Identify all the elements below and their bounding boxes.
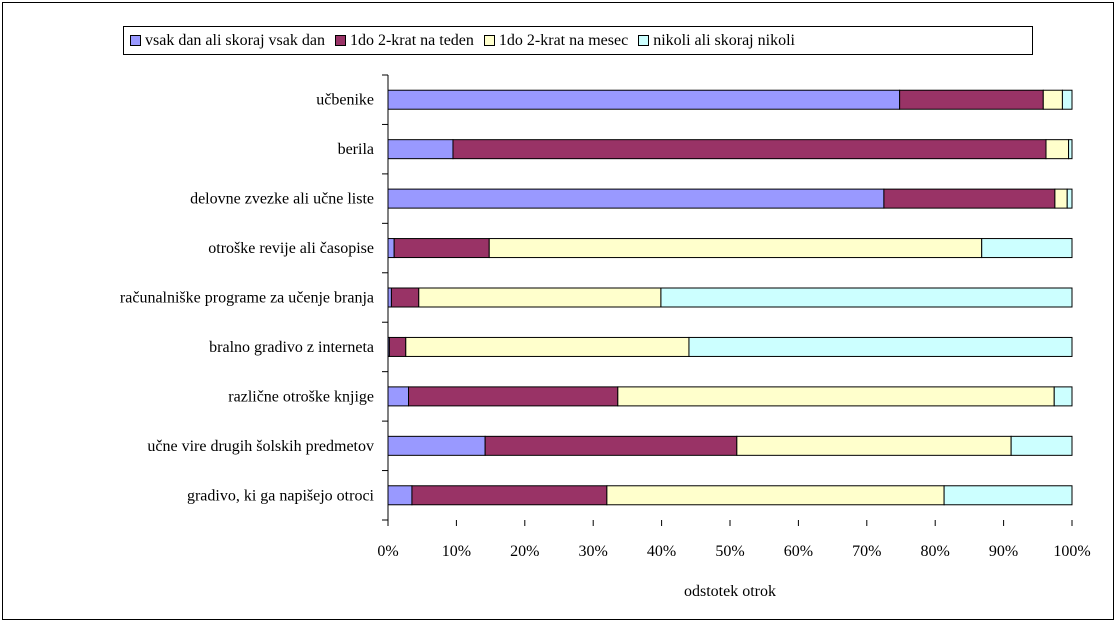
category-label: berila	[338, 141, 374, 158]
x-tick-label: 30%	[579, 543, 608, 560]
bar-segment	[408, 386, 619, 407]
bar-segment	[388, 336, 407, 357]
category-label: bralno gradivo z interneta	[209, 339, 374, 356]
bar-segment	[387, 188, 885, 209]
bar-segment	[411, 485, 608, 506]
legend-label: 1do 2-krat na teden	[349, 31, 474, 49]
bar-segment	[736, 435, 1012, 456]
legend-item: nikoli ali skoraj nikoli	[638, 32, 795, 50]
legend-item: 1do 2-krat na teden	[334, 31, 474, 50]
bar-segment	[390, 287, 420, 308]
bar-segment	[1010, 435, 1073, 456]
bar-segment	[387, 139, 454, 160]
bar-segment	[1066, 188, 1073, 209]
bar-segment	[688, 336, 1073, 357]
x-tick-label: 100%	[1053, 543, 1090, 560]
category-label: otroške revije ali časopise	[208, 240, 374, 257]
bar-segment	[387, 287, 392, 308]
bar-segment	[452, 139, 1047, 160]
category-label: delovne zvezke ali učne liste	[190, 191, 374, 208]
bar-segment	[393, 238, 490, 259]
bar-segment	[405, 336, 690, 357]
category-label: različne otroške knjige	[228, 388, 374, 405]
x-tick-label: 90%	[989, 543, 1018, 560]
legend-swatch	[638, 35, 650, 46]
x-tick-label: 40%	[647, 543, 676, 560]
legend-label: nikoli ali skoraj nikoli	[653, 31, 795, 49]
bar-segment	[660, 287, 1073, 308]
bar-segment	[1042, 89, 1063, 110]
bar-segment	[1054, 188, 1068, 209]
bar-segment	[387, 238, 395, 259]
bar-segment	[617, 386, 1055, 407]
bar-segment	[387, 89, 901, 110]
bar-segment	[899, 89, 1044, 110]
category-label: gradivo, ki ga napišejo otroci	[187, 487, 375, 504]
bar-segment	[943, 485, 1073, 506]
chart-legend: vsak dan ali skoraj vsak dan 1do 2-krat …	[123, 26, 1033, 55]
bar-segment	[1061, 89, 1073, 110]
bar-segment	[387, 435, 486, 456]
x-tick-label: 80%	[921, 543, 950, 560]
x-tick-label: 70%	[852, 543, 881, 560]
legend-item: 1do 2-krat na mesec	[483, 31, 629, 50]
category-label: učne vire drugih šolskih predmetov	[147, 438, 374, 455]
bar-segment	[488, 238, 983, 259]
x-tick-label: 50%	[715, 543, 744, 560]
axes-layer	[382, 74, 1073, 526]
bar-segment	[883, 188, 1056, 209]
bar-segment	[606, 485, 945, 506]
bar-segment	[1045, 139, 1070, 160]
bar-segment	[981, 238, 1073, 259]
bar-segment	[387, 386, 410, 407]
legend-swatch	[130, 35, 141, 46]
x-tick-label: 20%	[510, 543, 539, 560]
x-tick-label: 0%	[377, 543, 398, 560]
x-tick-label: 60%	[784, 543, 813, 560]
legend-swatch	[483, 35, 495, 46]
x-tick-label: 10%	[442, 543, 471, 560]
bar-segment	[1053, 386, 1073, 407]
bars-layer	[387, 89, 1073, 506]
x-axis-title: odstotek otrok	[684, 583, 776, 600]
labels-layer: učbenike berila delovne zvezke ali učne li…	[120, 92, 1091, 560]
legend-label: 1do 2-krat na mesec	[498, 31, 629, 49]
legend-swatch	[334, 35, 346, 46]
bar-segment	[1068, 139, 1073, 160]
legend-label: vsak dan ali skoraj vsak dan	[145, 31, 325, 49]
bar-segment	[484, 435, 738, 456]
category-label: učbenike	[316, 92, 374, 109]
category-label: računalniške programe za učenje branja	[120, 290, 374, 307]
bar-segment	[418, 287, 662, 308]
legend-item: vsak dan ali skoraj vsak dan	[130, 32, 325, 50]
bar-segment	[387, 485, 413, 506]
